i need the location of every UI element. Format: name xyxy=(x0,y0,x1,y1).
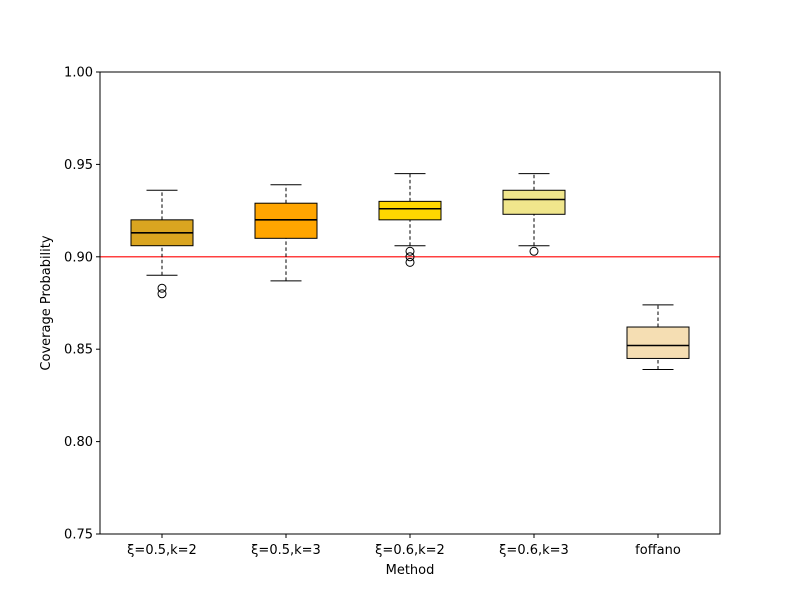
y-tick-label: 0.95 xyxy=(64,158,93,173)
outlier-point xyxy=(157,283,167,293)
y-axis: 0.75 0.80 0.85 0.90 0.95 1.00 xyxy=(64,66,100,543)
outlier-point xyxy=(405,246,415,256)
plot-marks xyxy=(100,173,720,371)
boxplot-4 xyxy=(626,304,690,371)
box xyxy=(378,200,442,221)
x-tick-label: foffano xyxy=(635,543,681,558)
boxplot-0 xyxy=(130,189,194,299)
outlier-point xyxy=(405,252,415,262)
x-axis-label: Method xyxy=(386,563,435,578)
boxplot-2 xyxy=(378,173,442,267)
y-axis-label: Coverage Probability xyxy=(39,235,54,370)
box xyxy=(502,189,566,215)
x-tick-label: ξ=0.5,k=2 xyxy=(127,543,197,558)
box xyxy=(254,202,318,239)
outlier-point xyxy=(157,289,167,299)
y-tick-label: 0.90 xyxy=(64,250,93,265)
outlier-point xyxy=(405,257,415,267)
box xyxy=(626,326,690,359)
outlier-point xyxy=(529,246,539,256)
x-tick-label: ξ=0.6,k=2 xyxy=(375,543,445,558)
y-tick-label: 1.00 xyxy=(64,66,93,81)
x-tick-label: ξ=0.5,k=3 xyxy=(251,543,321,558)
boxplot-3 xyxy=(502,173,566,256)
x-tick-label: ξ=0.6,k=3 xyxy=(499,543,569,558)
x-axis: ξ=0.5,k=2 ξ=0.5,k=3 ξ=0.6,k=2 ξ=0.6,k=3 foff… xyxy=(127,534,681,558)
y-tick-label: 0.80 xyxy=(64,435,93,450)
y-tick-label: 0.85 xyxy=(64,343,93,358)
y-tick-label: 0.75 xyxy=(64,528,93,543)
boxplot-1 xyxy=(254,184,318,282)
